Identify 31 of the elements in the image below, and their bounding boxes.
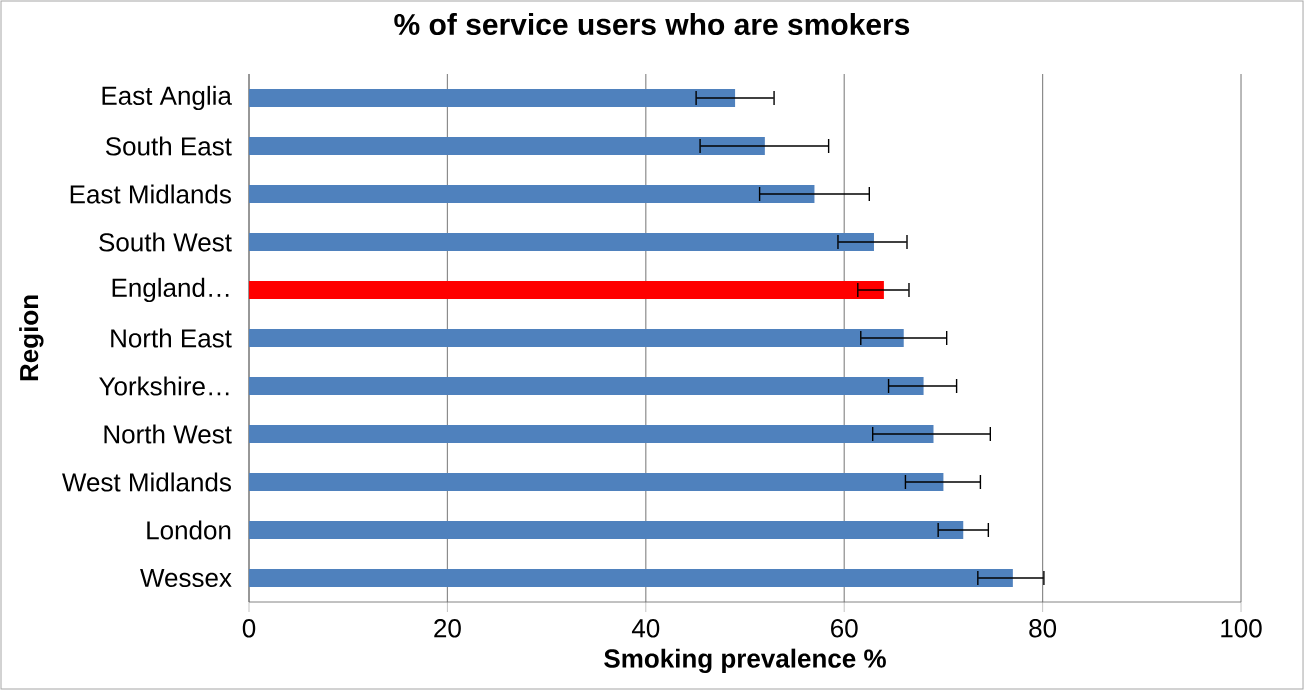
y-axis-title: Region [19, 295, 44, 381]
x-tick-label: 100 [1221, 619, 1262, 638]
y-tick-label: England… [112, 277, 229, 303]
x-tick-label: 40 [631, 619, 660, 638]
bar [249, 521, 964, 540]
bar [249, 377, 924, 395]
bar [249, 89, 736, 107]
y-tick-label: East Midlands [70, 184, 231, 204]
y-tick-label: Yorkshire… [99, 376, 229, 396]
y-tick-label: West Midlands [62, 472, 231, 492]
bar [249, 425, 934, 443]
x-tick-label: 80 [1029, 619, 1057, 638]
x-tick-label: 0 [242, 619, 256, 638]
y-tick-label: East Anglia [102, 85, 232, 111]
bar [249, 137, 765, 155]
x-tick-label: 60 [831, 619, 858, 638]
y-tick-label: London [147, 520, 231, 540]
chart-title: % of service users who are smokers [394, 13, 910, 36]
y-tick-label: South East [105, 136, 232, 156]
x-tick-label: 20 [434, 619, 461, 638]
bar [249, 185, 815, 203]
bar [249, 281, 884, 299]
bar [249, 329, 904, 347]
y-tick-label: North East [111, 328, 232, 348]
bar [249, 569, 1013, 588]
bar [249, 233, 874, 251]
y-tick-label: North West [104, 424, 232, 444]
y-tick-label: Wessex [140, 568, 232, 588]
x-axis-title: Smoking prevalence % [604, 648, 886, 674]
bar [249, 473, 944, 492]
y-tick-label: South West [99, 232, 232, 252]
